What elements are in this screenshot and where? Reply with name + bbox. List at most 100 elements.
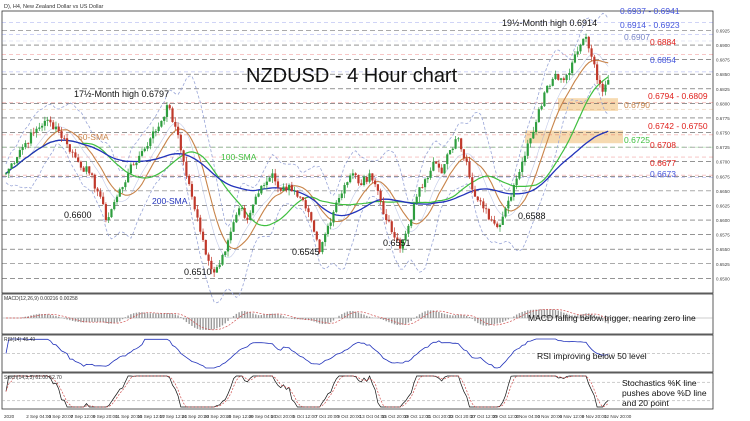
candle-body (107, 217, 110, 221)
label-50-sma: 50-SMA (78, 132, 109, 142)
candle-body (99, 191, 102, 197)
candle-body (218, 264, 221, 268)
candle-body (573, 54, 577, 63)
candle-body (54, 126, 58, 130)
candle-body (149, 138, 152, 146)
x-tick-label: 7 Oct 20:00 (315, 414, 339, 419)
candle-body (88, 166, 91, 174)
low-label-0-6510: 0.6510 (184, 267, 212, 277)
candle-body (71, 151, 74, 153)
candle-body (396, 237, 399, 240)
candle-body (340, 193, 343, 199)
x-tick-label: 9 Oct 20:00 (337, 414, 361, 419)
candle-body (326, 225, 330, 235)
candle-body (93, 174, 96, 189)
candle-body (160, 120, 163, 127)
candle-body (243, 207, 246, 218)
candle-body (540, 106, 543, 110)
candle-body (204, 239, 207, 255)
macd-signal-line (6, 308, 609, 331)
level-label-0-6907: 0.6907 (624, 32, 650, 42)
candle-body (385, 214, 388, 221)
candle-body (279, 187, 282, 191)
stoch-note-line-2: pushes above %D line (622, 388, 707, 398)
candle-body (77, 157, 80, 162)
y-tick-label: 0.6700 (716, 160, 730, 165)
x-tick-label: 29 Sep 04:00 (248, 414, 276, 419)
x-tick-label: 5 Oct 12:00 (293, 414, 317, 419)
candle-body (318, 239, 321, 253)
candle-body (113, 202, 116, 210)
candle-body (27, 142, 30, 144)
y-tick-label: 0.6900 (716, 43, 730, 48)
x-tick-label: 9 Sep 20:00 (93, 414, 118, 419)
candle-body (121, 187, 124, 190)
candle-body (482, 201, 485, 209)
candle-body (401, 240, 404, 249)
y-tick-label: 0.6750 (716, 131, 730, 136)
candle-body (429, 170, 432, 178)
candle-body (462, 149, 466, 159)
candle-body (548, 85, 552, 87)
y-tick-label: 0.6875 (716, 58, 730, 63)
candle-body (421, 187, 424, 188)
x-tick-label: 15 Sep 12:00 (137, 414, 165, 419)
candle-body (374, 180, 377, 185)
y-tick-label: 0.6525 (716, 262, 730, 267)
candle-body (435, 161, 438, 164)
y-tick-label: 0.6600 (716, 218, 730, 223)
candle-body (179, 134, 182, 151)
candle-body (329, 222, 332, 226)
candle-body (571, 62, 574, 73)
candle-body (579, 45, 582, 52)
level-label-0-6742: 0.6742 - 0.6750 (648, 121, 708, 131)
candle-body (213, 269, 216, 273)
y-tick-label: 0.6550 (716, 247, 730, 252)
y-tick-label: 0.6825 (716, 87, 730, 92)
candle-body (446, 154, 449, 165)
y-tick-label: 0.6925 (716, 28, 730, 33)
candle-body (371, 173, 374, 181)
x-tick-label: 21 Sep 20:00 (182, 414, 210, 419)
level-label-0-6790: 0.6790 (624, 100, 650, 110)
candle-body (104, 204, 108, 221)
candle-body (440, 167, 443, 174)
candle-body (151, 131, 155, 139)
candle-body (490, 219, 493, 221)
candle-body (127, 173, 130, 183)
candle-body (110, 209, 113, 218)
candle-body (407, 225, 410, 234)
annotation-19-month-high: 19½-Month high 0.6914 (502, 18, 597, 28)
candle-body (221, 255, 224, 265)
bollinger-mid (5, 52, 609, 258)
level-label-0-6914: 0.6914 - 0.6923 (620, 20, 680, 30)
candle-body (268, 177, 271, 182)
candle-body (584, 36, 588, 39)
candle-body (601, 83, 604, 92)
candle-body (188, 175, 191, 185)
candle-body (460, 138, 463, 150)
candle-body (115, 196, 119, 203)
candle-body (423, 179, 427, 188)
low-label-0-6588: 0.6588 (518, 211, 546, 221)
candle-body (451, 148, 454, 151)
candle-body (315, 231, 318, 240)
candle-body (18, 150, 21, 158)
candle-body (543, 92, 546, 107)
label-100-sma: 100-SMA (221, 152, 257, 162)
candle-body (360, 183, 363, 186)
x-tick-label: 23 Oct 20:00 (448, 414, 475, 419)
candle-body (496, 223, 499, 228)
candle-body (249, 212, 252, 221)
y-tick-label: 0.6850 (716, 72, 730, 77)
candle-body (85, 166, 88, 172)
candle-body (154, 131, 157, 132)
candle-body (507, 200, 510, 209)
candle-body (518, 171, 521, 179)
candle-body (335, 202, 338, 212)
candle-body (376, 184, 379, 191)
candle-body (465, 158, 468, 162)
candle-body (454, 139, 457, 149)
candle-body (515, 178, 518, 186)
